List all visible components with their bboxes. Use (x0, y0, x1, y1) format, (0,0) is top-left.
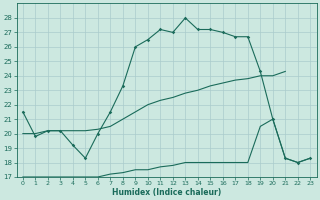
X-axis label: Humidex (Indice chaleur): Humidex (Indice chaleur) (112, 188, 221, 197)
